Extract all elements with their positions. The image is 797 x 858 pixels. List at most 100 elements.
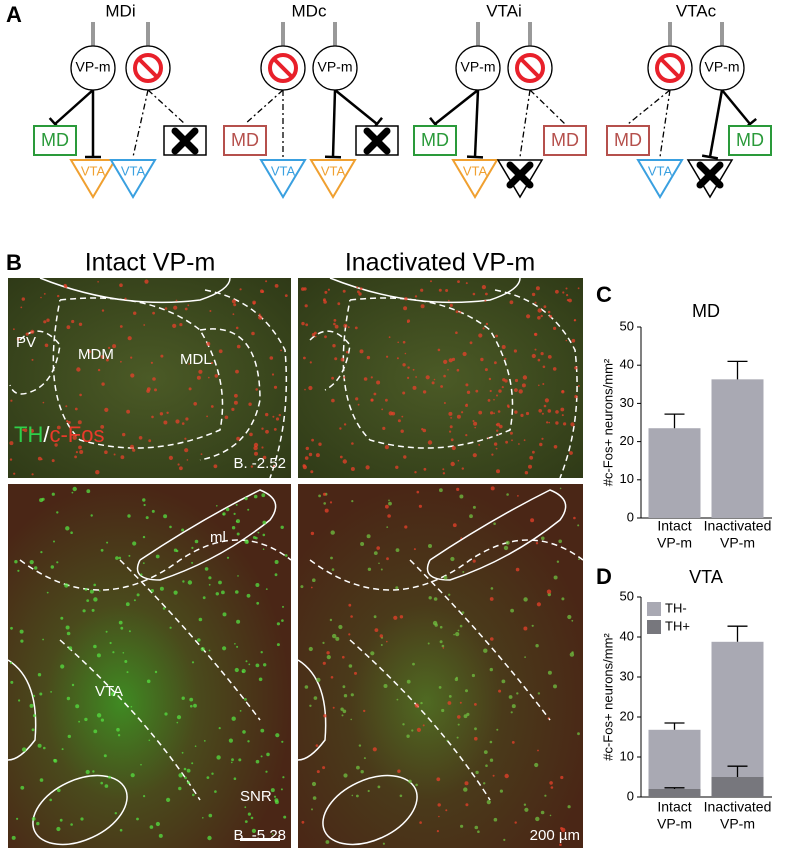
cell-dot — [97, 713, 101, 717]
cell-dot — [165, 307, 168, 310]
cell-dot — [349, 664, 353, 668]
cell-dot — [234, 643, 236, 645]
cell-dot — [485, 764, 488, 767]
cell-dot — [496, 448, 498, 450]
cell-dot — [193, 704, 197, 708]
cell-dot — [20, 640, 23, 643]
cell-dot — [553, 684, 557, 688]
cell-dot — [310, 361, 312, 363]
cell-dot — [370, 651, 374, 655]
cell-dot — [455, 331, 458, 334]
cell-dot — [348, 326, 350, 328]
cell-dot — [119, 621, 123, 625]
cell-dot — [544, 305, 547, 308]
cell-dot — [255, 583, 259, 587]
cell-dot — [385, 505, 389, 509]
cell-dot — [515, 379, 518, 382]
cell-dot — [485, 368, 488, 371]
cell-dot — [424, 468, 427, 471]
cell-dot — [386, 641, 388, 643]
cell-dot — [549, 315, 552, 318]
cell-dot — [475, 390, 478, 393]
cell-dot — [187, 769, 191, 773]
cell-dot — [45, 344, 49, 348]
cell-dot — [504, 358, 506, 360]
cell-dot — [104, 450, 108, 454]
cell-dot — [247, 509, 249, 511]
cell-dot — [143, 536, 145, 538]
error-bar — [665, 414, 685, 428]
cell-dot — [170, 627, 172, 629]
cell-dot — [43, 402, 45, 404]
cell-dot — [56, 511, 58, 513]
cell-dot — [79, 394, 82, 397]
cell-dot — [502, 345, 506, 349]
cell-dot — [360, 349, 364, 353]
cell-dot — [216, 592, 219, 595]
cell-dot — [120, 325, 123, 328]
chart: CMD#c-Fos+ neurons/mm²01020304050IntactV… — [596, 282, 772, 551]
cell-dot — [126, 410, 130, 414]
cell-dot — [275, 573, 278, 576]
cell-dot — [56, 561, 58, 563]
cell-dot — [356, 286, 358, 288]
cell-dot — [389, 336, 391, 338]
cell-dot — [260, 289, 264, 293]
cell-dot — [244, 540, 248, 544]
cell-dot — [266, 588, 268, 590]
cell-dot — [428, 643, 430, 645]
cell-dot — [91, 514, 93, 516]
cell-dot — [473, 453, 477, 457]
micrographs — [8, 278, 583, 853]
cell-dot — [557, 561, 559, 563]
cell-dot — [537, 602, 541, 606]
cell-dot — [280, 350, 282, 352]
cell-dot — [421, 304, 425, 308]
cell-dot — [236, 646, 238, 648]
cell-dot — [333, 323, 336, 326]
cell-dot — [449, 358, 453, 362]
y-tick-label: 20 — [620, 433, 634, 448]
cell-dot — [92, 609, 95, 612]
cell-dot — [18, 699, 20, 701]
cell-dot — [442, 645, 445, 648]
cell-dot — [236, 620, 240, 624]
cell-dot — [13, 473, 15, 475]
cell-dot — [437, 830, 439, 832]
cell-dot — [140, 764, 142, 766]
cell-dot — [451, 462, 455, 466]
cell-dot — [322, 642, 324, 644]
cell-dot — [484, 300, 486, 302]
cell-dot — [389, 411, 393, 415]
cell-dot — [265, 413, 268, 416]
cell-dot — [354, 672, 357, 675]
cell-dot — [493, 522, 496, 525]
cell-dot — [211, 773, 213, 775]
cell-dot — [417, 491, 420, 494]
cell-dot — [219, 349, 223, 353]
cell-dot — [524, 804, 526, 806]
cell-dot — [84, 718, 87, 721]
cell-dot — [395, 586, 398, 589]
cell-dot — [285, 294, 288, 297]
cell-dot — [263, 534, 266, 537]
cell-dot — [132, 449, 135, 452]
cell-dot — [343, 710, 347, 714]
cell-dot — [435, 623, 438, 626]
cell-dot — [439, 686, 442, 689]
cell-dot — [460, 537, 462, 539]
cell-dot — [14, 560, 17, 563]
cell-dot — [182, 422, 185, 425]
cell-dot — [106, 631, 108, 633]
target-label: MD — [421, 130, 449, 150]
cell-dot — [20, 786, 24, 790]
cell-dot — [74, 456, 77, 459]
cell-dot — [335, 325, 339, 329]
diagram-title: VTAc — [676, 1, 717, 20]
cell-dot — [232, 526, 235, 529]
cell-dot — [374, 615, 377, 618]
cell-dot — [500, 790, 503, 793]
cell-dot — [352, 795, 354, 797]
cell-dot — [574, 319, 576, 321]
